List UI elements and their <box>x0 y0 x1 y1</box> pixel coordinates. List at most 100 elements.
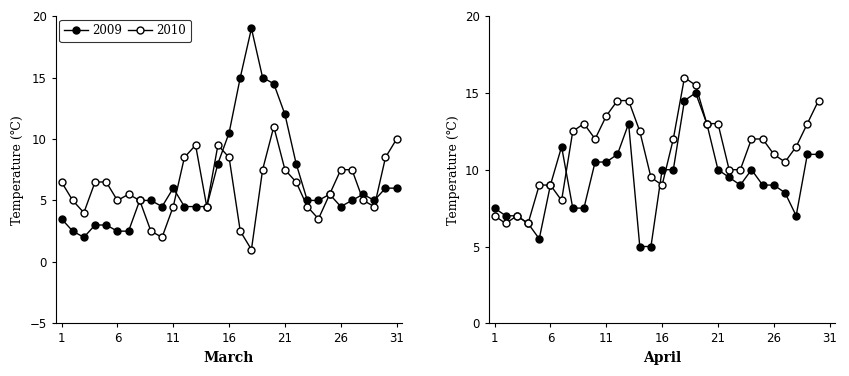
2009 <box>313 198 323 203</box>
2010 <box>347 167 357 172</box>
2009 <box>534 237 544 241</box>
Y-axis label: Temperature (℃): Temperature (℃) <box>447 115 459 224</box>
Line: 2010: 2010 <box>58 123 400 253</box>
2010 <box>157 235 167 240</box>
2010 <box>657 183 667 187</box>
2009 <box>79 235 89 240</box>
Legend: 2009, 2010: 2009, 2010 <box>59 20 191 42</box>
2009 <box>512 214 522 218</box>
2010 <box>579 121 589 126</box>
2010 <box>802 121 812 126</box>
2010 <box>813 99 824 103</box>
2010 <box>358 198 368 203</box>
2010 <box>391 137 402 141</box>
2010 <box>601 114 611 118</box>
2009 <box>646 244 656 249</box>
2009 <box>690 91 700 95</box>
2010 <box>668 137 678 141</box>
2010 <box>168 204 178 209</box>
2009 <box>579 206 589 210</box>
2010 <box>590 137 600 141</box>
2009 <box>213 161 223 166</box>
Line: 2009: 2009 <box>58 25 400 241</box>
2010 <box>780 160 790 164</box>
2010 <box>79 211 89 215</box>
2010 <box>568 129 578 133</box>
2010 <box>490 214 500 218</box>
2009 <box>780 191 790 195</box>
2009 <box>257 75 267 80</box>
2010 <box>757 137 767 141</box>
2009 <box>224 130 234 135</box>
2009 <box>347 198 357 203</box>
2010 <box>545 183 555 187</box>
2009 <box>679 99 689 103</box>
2009 <box>813 152 824 157</box>
2010 <box>768 152 779 157</box>
2010 <box>512 214 522 218</box>
X-axis label: April: April <box>643 351 681 365</box>
2010 <box>791 144 801 149</box>
2009 <box>612 152 622 157</box>
2010 <box>612 99 622 103</box>
2009 <box>302 198 312 203</box>
2009 <box>523 221 533 226</box>
2010 <box>257 167 267 172</box>
2010 <box>702 121 712 126</box>
2010 <box>690 83 700 88</box>
2009 <box>68 229 78 233</box>
2009 <box>380 186 391 190</box>
2010 <box>724 167 734 172</box>
2010 <box>112 198 122 203</box>
2009 <box>635 244 645 249</box>
2010 <box>679 75 689 80</box>
2009 <box>358 192 368 197</box>
2009 <box>235 75 245 80</box>
2009 <box>56 217 66 221</box>
2010 <box>713 121 723 126</box>
2010 <box>523 221 533 226</box>
2009 <box>545 183 555 187</box>
2009 <box>802 152 812 157</box>
2009 <box>724 175 734 180</box>
2010 <box>56 180 66 184</box>
2010 <box>90 180 100 184</box>
2010 <box>280 167 290 172</box>
2009 <box>324 192 335 197</box>
2010 <box>190 143 200 147</box>
2009 <box>280 112 290 117</box>
2010 <box>213 143 223 147</box>
2009 <box>735 183 745 187</box>
2009 <box>90 223 100 227</box>
2009 <box>391 186 402 190</box>
Y-axis label: Temperature (℃): Temperature (℃) <box>11 115 24 224</box>
2010 <box>635 129 645 133</box>
2010 <box>268 124 278 129</box>
2009 <box>268 82 278 86</box>
2009 <box>490 206 500 210</box>
2010 <box>291 180 301 184</box>
2009 <box>590 160 600 164</box>
2010 <box>179 155 189 160</box>
2009 <box>746 167 756 172</box>
2009 <box>501 214 511 218</box>
2009 <box>123 229 133 233</box>
2009 <box>335 204 346 209</box>
2010 <box>235 229 245 233</box>
2010 <box>123 192 133 197</box>
2009 <box>657 167 667 172</box>
2010 <box>101 180 111 184</box>
2010 <box>534 183 544 187</box>
2009 <box>157 204 167 209</box>
X-axis label: March: March <box>204 351 255 365</box>
2009 <box>112 229 122 233</box>
2009 <box>135 198 145 203</box>
2009 <box>791 214 801 218</box>
2009 <box>668 167 678 172</box>
2010 <box>313 217 323 221</box>
2009 <box>568 206 578 210</box>
2010 <box>224 155 234 160</box>
2009 <box>202 204 212 209</box>
2010 <box>501 221 511 226</box>
2010 <box>556 198 566 203</box>
